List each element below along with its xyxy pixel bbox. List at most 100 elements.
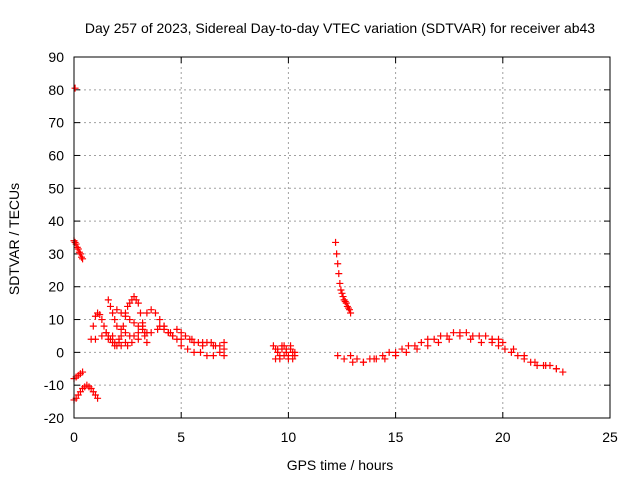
series-midday bbox=[156, 322, 228, 360]
data-point bbox=[203, 352, 211, 360]
x-tick-label: 0 bbox=[70, 429, 78, 445]
data-point bbox=[274, 345, 282, 353]
data-point bbox=[467, 335, 475, 343]
data-point bbox=[477, 339, 485, 347]
data-point bbox=[430, 335, 438, 343]
data-point bbox=[475, 332, 483, 340]
y-tick-label: 50 bbox=[48, 180, 64, 196]
data-point bbox=[514, 352, 522, 360]
x-tick-label: 10 bbox=[281, 429, 297, 445]
data-point bbox=[156, 316, 164, 324]
data-point bbox=[121, 329, 129, 337]
data-point bbox=[102, 329, 110, 337]
data-point bbox=[437, 332, 445, 340]
data-points bbox=[70, 84, 567, 404]
data-point bbox=[220, 352, 228, 360]
data-point bbox=[160, 325, 168, 333]
series-evening-decline bbox=[488, 339, 567, 376]
data-point bbox=[445, 335, 453, 343]
data-point bbox=[156, 322, 164, 330]
data-point bbox=[100, 322, 108, 330]
data-point bbox=[117, 325, 125, 333]
data-point bbox=[139, 325, 147, 333]
data-point bbox=[339, 293, 347, 301]
series-early-neg bbox=[70, 368, 102, 404]
y-tick-label: 70 bbox=[48, 115, 64, 131]
data-point bbox=[488, 339, 496, 347]
data-point bbox=[344, 304, 352, 312]
data-point bbox=[71, 238, 79, 246]
data-point bbox=[359, 358, 367, 366]
data-point bbox=[216, 348, 224, 356]
x-tick-label: 25 bbox=[602, 429, 618, 445]
data-point bbox=[151, 309, 159, 317]
data-point bbox=[278, 342, 286, 350]
data-point bbox=[398, 345, 406, 353]
data-point bbox=[332, 238, 340, 246]
data-point bbox=[89, 322, 97, 330]
data-point bbox=[143, 339, 151, 347]
data-point bbox=[164, 329, 172, 337]
data-point bbox=[143, 329, 151, 337]
data-point bbox=[337, 286, 345, 294]
grid bbox=[74, 57, 610, 418]
data-point bbox=[121, 312, 129, 320]
data-point bbox=[181, 332, 189, 340]
data-point bbox=[79, 368, 87, 376]
data-point bbox=[542, 361, 550, 369]
y-tick-label: 10 bbox=[48, 312, 64, 328]
data-point bbox=[495, 342, 503, 350]
data-point bbox=[190, 348, 198, 356]
data-point bbox=[130, 332, 138, 340]
data-point bbox=[134, 299, 142, 307]
series-near-ten bbox=[269, 342, 299, 363]
data-point bbox=[349, 358, 357, 366]
y-tick-label: -10 bbox=[44, 377, 64, 393]
data-point bbox=[559, 368, 567, 376]
data-point bbox=[338, 289, 346, 297]
data-point bbox=[134, 329, 142, 337]
data-point bbox=[552, 365, 560, 373]
data-point bbox=[291, 348, 299, 356]
chart-title: Day 257 of 2023, Sidereal Day-to-day VTE… bbox=[85, 20, 595, 36]
data-point bbox=[336, 279, 344, 287]
y-tick-label: 60 bbox=[48, 147, 64, 163]
data-point bbox=[510, 345, 518, 353]
data-point bbox=[280, 352, 288, 360]
data-point bbox=[169, 332, 177, 340]
data-point bbox=[520, 352, 528, 360]
data-point bbox=[134, 335, 142, 343]
data-point bbox=[220, 345, 228, 353]
data-point bbox=[109, 309, 117, 317]
data-point bbox=[147, 306, 155, 314]
y-tick-label: -20 bbox=[44, 410, 64, 426]
data-point bbox=[501, 345, 509, 353]
series-afternoon-rise bbox=[334, 329, 503, 366]
data-point bbox=[98, 316, 106, 324]
data-point bbox=[111, 316, 119, 324]
data-point bbox=[98, 332, 106, 340]
data-point bbox=[342, 299, 350, 307]
data-point bbox=[335, 270, 343, 278]
data-point bbox=[96, 311, 104, 319]
data-point bbox=[184, 345, 192, 353]
data-point bbox=[347, 309, 355, 317]
data-point bbox=[143, 309, 151, 317]
data-point bbox=[117, 309, 125, 317]
data-point bbox=[126, 316, 134, 324]
data-point bbox=[341, 297, 349, 305]
data-point bbox=[347, 352, 355, 360]
data-point bbox=[334, 352, 342, 360]
data-point bbox=[188, 335, 196, 343]
data-point bbox=[75, 248, 83, 256]
data-point bbox=[199, 339, 207, 347]
data-point bbox=[196, 348, 204, 356]
data-point bbox=[71, 84, 79, 92]
series-early-high bbox=[70, 237, 87, 263]
data-point bbox=[91, 335, 99, 343]
data-point bbox=[276, 355, 284, 363]
data-point bbox=[177, 335, 185, 343]
data-point bbox=[417, 339, 425, 347]
data-point bbox=[128, 339, 136, 347]
data-point bbox=[482, 332, 490, 340]
